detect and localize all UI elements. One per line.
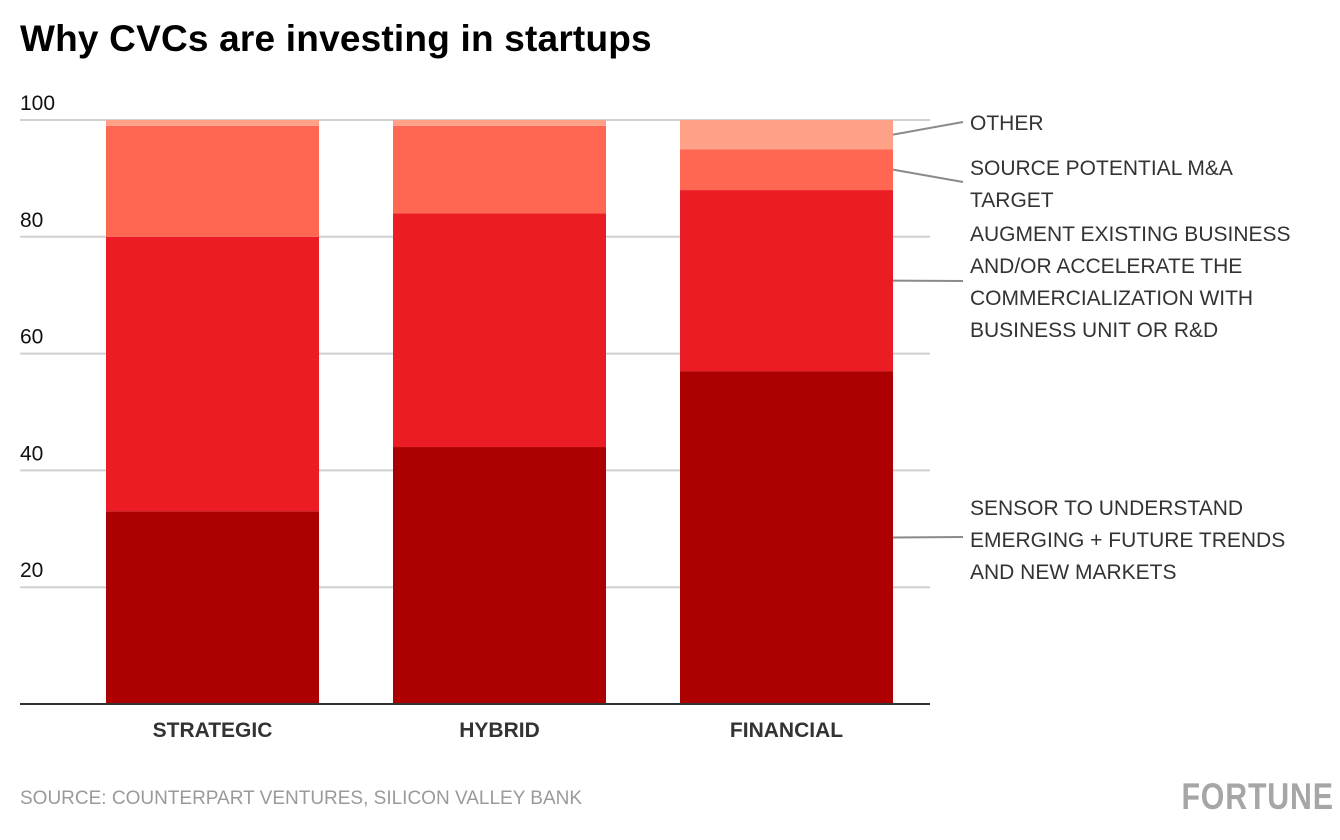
y-tick-label: 40 [20, 442, 43, 465]
y-tick-label: 20 [20, 559, 43, 582]
legend-label: OTHER [970, 112, 1044, 135]
leader-line [892, 536, 964, 539]
bar-segment [106, 236, 319, 512]
bar-segment [106, 120, 319, 126]
leader-line [892, 121, 964, 136]
bar-segment [393, 120, 606, 126]
fortune-logo: FORTUNE [1181, 776, 1334, 817]
y-tick-label: 60 [20, 326, 43, 349]
bar-group-strategic [106, 120, 319, 704]
x-axis-label: FINANCIAL [730, 719, 843, 742]
bar-segment [393, 125, 606, 214]
bar-segment [680, 149, 893, 191]
legend-label: TARGET [970, 189, 1054, 212]
bar-segment [393, 447, 606, 704]
legend: SENSOR TO UNDERSTAND EMERGING + FUTURE TR… [892, 112, 1291, 584]
legend-label: BUSINESS UNIT OR R&D [970, 319, 1218, 342]
legend-label: AND/OR ACCELERATE THE [970, 255, 1242, 278]
bar-segment [106, 511, 319, 704]
legend-label: AUGMENT EXISTING BUSINESS [970, 223, 1291, 246]
legend-item: AUGMENT EXISTING BUSINESS AND/OR ACCELERA… [892, 223, 1291, 342]
chart-title: Why CVCs are investing in startups [20, 18, 652, 59]
bar-group-hybrid [393, 120, 606, 704]
legend-label: COMMERCIALIZATION WITH [970, 287, 1253, 310]
y-axis-ticks: 20 40 60 80 100 [20, 92, 55, 582]
legend-label: SOURCE POTENTIAL M&A [970, 157, 1233, 180]
source-note: SOURCE: COUNTERPART VENTURES, SILICON VA… [20, 788, 583, 809]
y-tick-label: 80 [20, 209, 43, 232]
bar-segment [680, 120, 893, 150]
bar-segment [680, 371, 893, 704]
x-axis-labels: STRATEGIC HYBRID FINANCIAL [153, 719, 844, 742]
legend-item: SOURCE POTENTIAL M&A TARGET [892, 157, 1233, 212]
bar-segment [393, 213, 606, 448]
x-axis-label: HYBRID [459, 719, 540, 742]
bar-segment [680, 190, 893, 372]
x-axis-label: STRATEGIC [153, 719, 273, 742]
legend-label: AND NEW MARKETS [970, 561, 1177, 584]
y-tick-label: 100 [20, 92, 55, 115]
bar-group-financial [680, 120, 893, 704]
legend-label: EMERGING + FUTURE TRENDS [970, 529, 1285, 552]
bar-segment [106, 125, 319, 237]
legend-item: OTHER [892, 112, 1044, 136]
legend-label: SENSOR TO UNDERSTAND [970, 497, 1243, 520]
leader-line [892, 168, 964, 183]
stacked-bar-chart: 20 40 60 80 100 STRATEGIC HYBRID FINANCIAL SEN… [20, 92, 1291, 742]
bars [106, 120, 893, 704]
legend-item: SENSOR TO UNDERSTAND EMERGING + FUTURE TR… [892, 497, 1285, 584]
